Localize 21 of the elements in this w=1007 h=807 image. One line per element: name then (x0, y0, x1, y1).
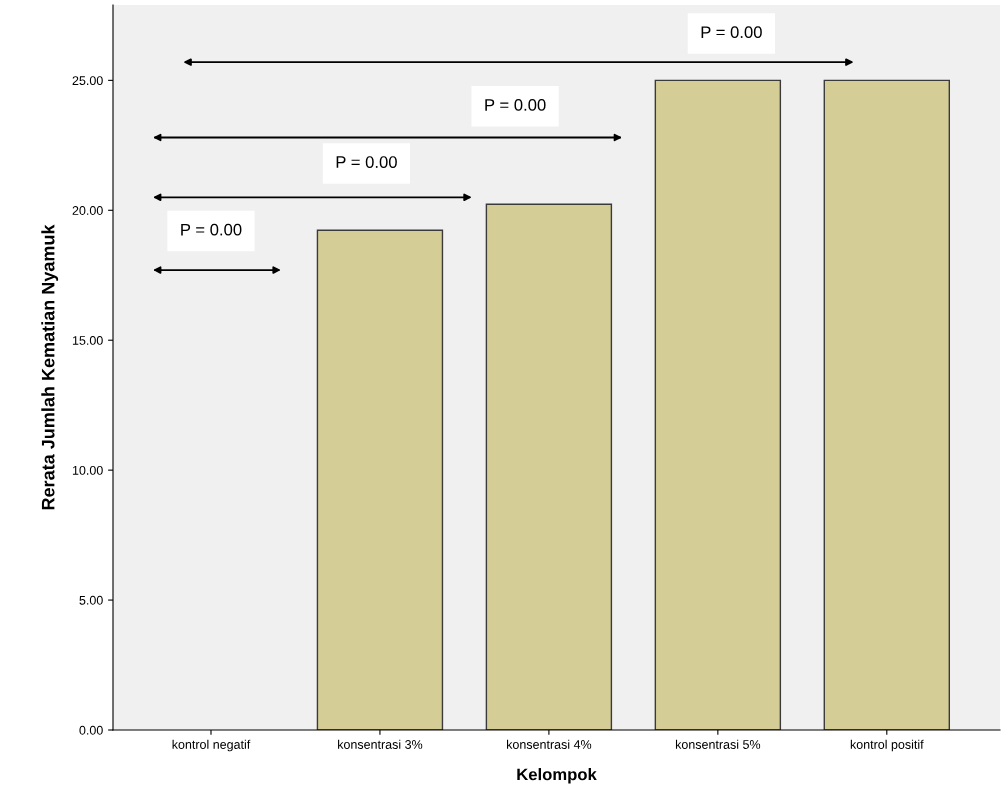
y-tick-label: 5.00 (79, 595, 103, 605)
bar (316, 229, 444, 730)
y-tick-label: 15.00 (72, 336, 103, 345)
annotation: P = 0.00 (485, 99, 546, 111)
bar (485, 203, 613, 730)
annotation: P = 0.00 (701, 26, 762, 39)
x-tick-label: konsentrasi 4% (507, 739, 592, 749)
y-tick-label: 0.00 (79, 725, 103, 735)
y-tick-label: 20.00 (72, 206, 103, 215)
y-axis-title: Rerata Jumlah Kematian Nyamuk (41, 224, 59, 510)
x-tick-label: kontrol negatif (172, 739, 251, 752)
bar (654, 79, 782, 730)
y-tick-label: 10.00 (72, 465, 103, 475)
y-tick-label: 25.00 (72, 76, 103, 86)
annotation: P = 0.00 (336, 156, 397, 168)
annotation: P = 0.00 (181, 223, 242, 236)
x-axis-title: Kelompok (517, 768, 597, 784)
x-tick-label: konsentrasi 3% (338, 739, 423, 749)
x-tick-label: konsentrasi 5% (675, 739, 761, 749)
bar (823, 79, 951, 730)
x-tick-label: kontrol positif (850, 739, 924, 752)
